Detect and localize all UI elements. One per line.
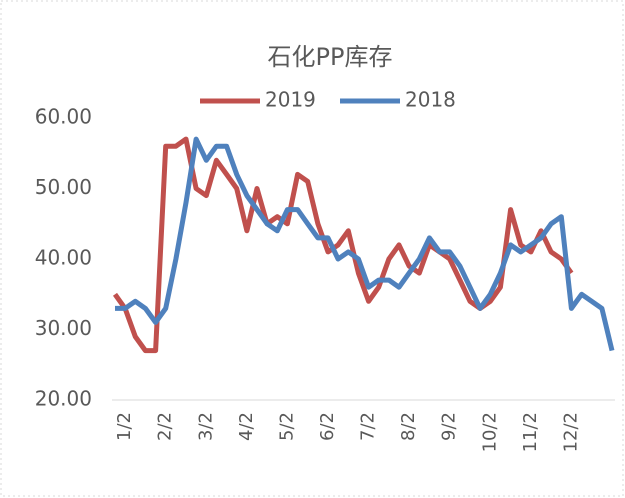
line-series xyxy=(115,136,615,352)
x-tick-label: 7/2 xyxy=(358,412,379,441)
x-tick-label: 1/2 xyxy=(114,412,135,441)
x-tick-label: 6/2 xyxy=(317,412,338,441)
x-tick-label: 12/2 xyxy=(560,412,581,452)
y-tick-label: 40.00 xyxy=(35,246,92,270)
y-tick-label: 20.00 xyxy=(35,387,92,411)
x-tick-label: 8/2 xyxy=(398,412,419,441)
x-tick-label: 4/2 xyxy=(236,412,257,441)
x-tick-label: 9/2 xyxy=(439,412,460,441)
x-tick-label: 2/2 xyxy=(155,412,176,441)
x-tick-label: 10/2 xyxy=(479,412,500,452)
x-tick-label: 3/2 xyxy=(195,412,216,441)
x-tick-label: 5/2 xyxy=(276,412,297,441)
x-tick-label: 11/2 xyxy=(520,412,541,452)
legend-label: 2018 xyxy=(405,88,456,112)
y-tick-label: 60.00 xyxy=(35,105,92,129)
legend-label: 2019 xyxy=(265,88,316,112)
chart-title: 石化PP库存 xyxy=(268,43,393,71)
y-tick-label: 30.00 xyxy=(35,316,92,340)
y-tick-label: 50.00 xyxy=(35,175,92,199)
